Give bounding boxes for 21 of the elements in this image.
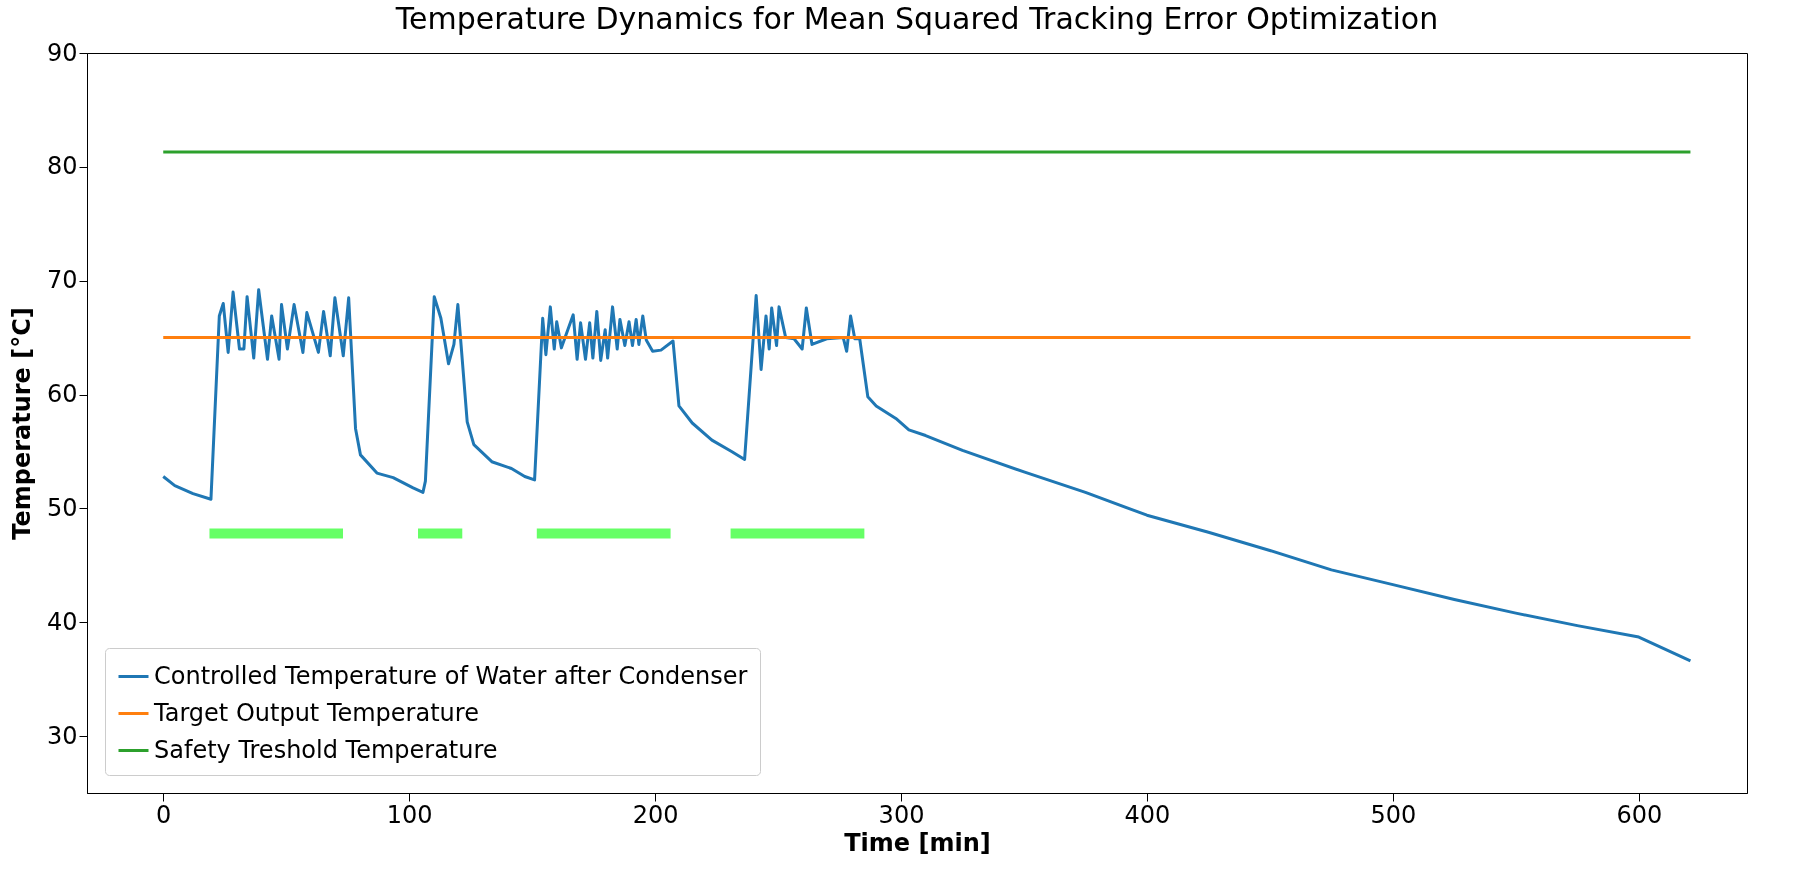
x-tick-label: 300 <box>878 800 925 829</box>
legend-label: Safety Treshold Temperature <box>154 735 498 764</box>
y-tick-label: 30 <box>46 721 78 750</box>
y-tick-label: 70 <box>46 266 78 295</box>
y-axis-title: Temperature [°C] <box>7 307 36 540</box>
legend-label: Target Output Temperature <box>153 698 479 727</box>
x-tick-label: 200 <box>632 800 679 829</box>
y-tick-label: 90 <box>46 38 78 67</box>
line-series <box>161 288 1692 663</box>
legend-label: Controlled Temperature of Water after Condenser <box>154 661 748 690</box>
x-tick-label: 500 <box>1370 800 1417 829</box>
x-tick-label: 600 <box>1616 800 1663 829</box>
x-tick-label: 0 <box>156 800 172 829</box>
y-tick-label: 80 <box>46 152 78 181</box>
y-tick-label: 50 <box>46 493 78 522</box>
y-tick-label: 60 <box>46 380 78 409</box>
x-axis-title: Time [min] <box>844 828 991 857</box>
chart-title: Temperature Dynamics for Mean Squared Tracking Error Optimization <box>394 1 1439 36</box>
x-tick-label: 100 <box>386 800 433 829</box>
y-tick-label: 40 <box>46 607 78 636</box>
x-tick-label: 400 <box>1124 800 1171 829</box>
